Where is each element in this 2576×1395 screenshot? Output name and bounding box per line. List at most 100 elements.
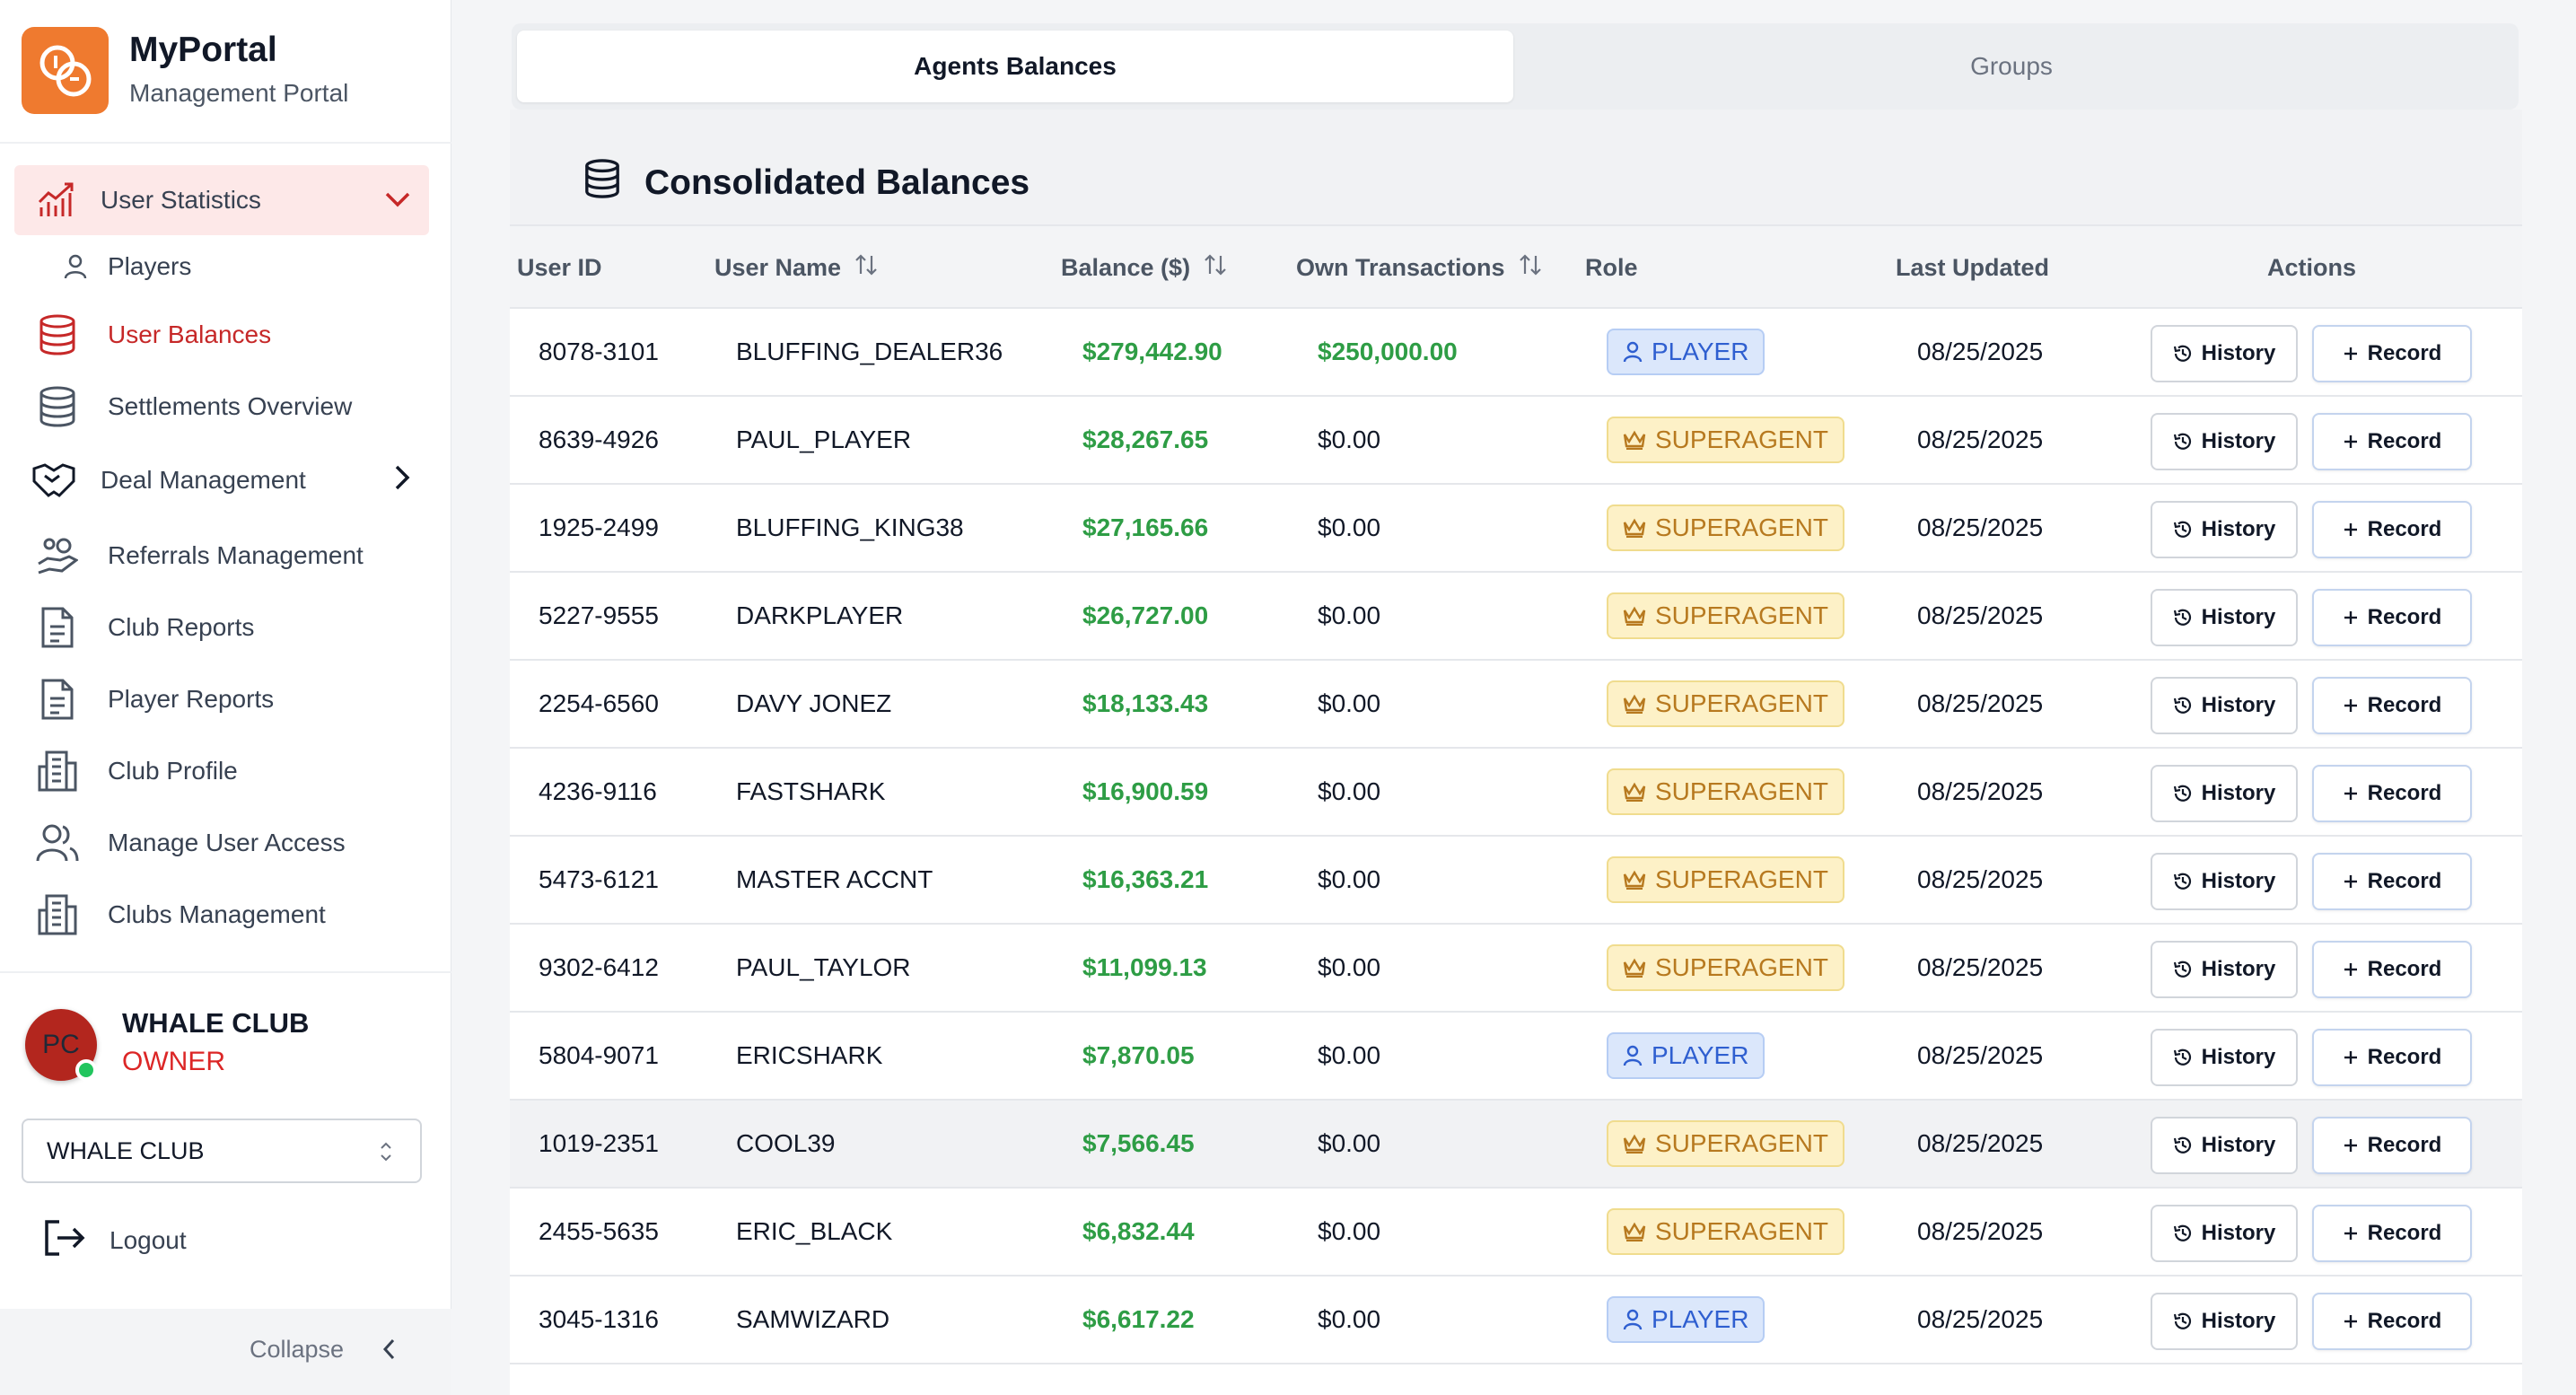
logout-button[interactable]: Logout: [43, 1214, 187, 1268]
cell-role: SUPERAGENT: [1607, 1189, 1844, 1275]
sort-icon[interactable]: [854, 252, 879, 284]
plus-icon: [2343, 434, 2359, 450]
sidebar-item-clubs-management[interactable]: Clubs Management: [14, 880, 429, 950]
history-button[interactable]: History: [2151, 1205, 2298, 1262]
history-button[interactable]: History: [2151, 413, 2298, 470]
history-button[interactable]: History: [2151, 589, 2298, 646]
cell-own-transactions: $0.00: [1318, 1129, 1381, 1157]
cell-last-updated: 08/25/2025: [1917, 1129, 2044, 1157]
collapse-label: Collapse: [250, 1336, 345, 1363]
cell-user-name: PAUL_TAYLOR: [736, 953, 911, 981]
record-button[interactable]: Record: [2312, 765, 2472, 822]
sidebar-item-label: User Balances: [108, 320, 272, 348]
role-label: SUPERAGENT: [1655, 777, 1828, 805]
column-last-updated: Last Updated: [1896, 253, 2050, 281]
role-label: SUPERAGENT: [1655, 601, 1828, 629]
cell-balance: $26,727.00: [1082, 601, 1209, 629]
sidebar-item-manage-user-access[interactable]: Manage User Access: [14, 808, 429, 878]
tab-agents-balances[interactable]: Agents Balances: [517, 31, 1513, 102]
history-button[interactable]: History: [2151, 501, 2298, 558]
sidebar-item-settlements-overview[interactable]: Settlements Overview: [14, 372, 429, 442]
sidebar-item-club-profile[interactable]: Club Profile: [14, 736, 429, 806]
sidebar-item-deal-management[interactable]: Deal Management: [14, 445, 429, 515]
history-button[interactable]: History: [2151, 765, 2298, 822]
history-label: History: [2201, 605, 2276, 629]
cell-user-name: BLUFFING_DEALER36: [736, 338, 1003, 365]
table-row: 2455-5635 ERIC_BLACK $6,832.44 $0.00 SUPERAG…: [510, 1189, 2522, 1277]
cell-user-id: 4236-9116: [539, 777, 657, 805]
avatar[interactable]: PC: [25, 1009, 97, 1081]
hand-coins-icon: [36, 534, 79, 577]
history-label: History: [2201, 517, 2276, 541]
logout-label: Logout: [110, 1226, 187, 1254]
club-name: WHALE CLUB: [122, 1007, 310, 1039]
history-button[interactable]: History: [2151, 325, 2298, 382]
card-title-text: Consolidated Balances: [644, 163, 1030, 202]
cell-last-updated: 08/25/2025: [1917, 513, 2044, 541]
history-label: History: [2201, 341, 2276, 365]
record-button[interactable]: Record: [2312, 589, 2472, 646]
database-icon: [36, 385, 79, 428]
record-button[interactable]: Record: [2312, 413, 2472, 470]
sidebar-item-user-balances[interactable]: User Balances: [14, 300, 429, 370]
history-button[interactable]: History: [2151, 1293, 2298, 1350]
tab-groups[interactable]: Groups: [1970, 52, 2053, 80]
online-status-dot: [75, 1059, 97, 1081]
cell-balance: $6,617.22: [1082, 1305, 1195, 1333]
balances-table: User ID User Name Balance ($) Own Transa…: [510, 224, 2522, 1395]
sidebar-item-player-reports[interactable]: Player Reports: [14, 664, 429, 734]
history-button[interactable]: History: [2151, 1117, 2298, 1174]
record-button[interactable]: Record: [2312, 941, 2472, 998]
user-role: OWNER: [122, 1047, 225, 1076]
balance-tabs: Agents Balances Groups: [512, 23, 2519, 110]
history-button[interactable]: History: [2151, 1029, 2298, 1086]
role-label: PLAYER: [1652, 1305, 1749, 1333]
crown-icon: [1623, 694, 1646, 714]
sidebar-item-club-reports[interactable]: Club Reports: [14, 592, 429, 662]
sidebar-item-referrals-management[interactable]: Referrals Management: [14, 521, 429, 591]
column-user-name[interactable]: User Name: [714, 226, 879, 309]
sidebar-item-players[interactable]: Players: [14, 232, 429, 302]
plus-icon: [2343, 1049, 2359, 1066]
cell-user-id: 5804-9071: [539, 1041, 659, 1069]
record-button[interactable]: Record: [2312, 1205, 2472, 1262]
record-button[interactable]: Record: [2312, 325, 2472, 382]
history-icon: [2173, 960, 2193, 979]
crown-icon: [1623, 1222, 1646, 1241]
sort-icon[interactable]: [1203, 252, 1228, 284]
record-button[interactable]: Record: [2312, 501, 2472, 558]
cell-user-name: DARKPLAYER: [736, 601, 904, 629]
column-balance[interactable]: Balance ($): [1061, 226, 1228, 309]
sidebar: MyPortal Management Portal User Statisti…: [0, 0, 451, 1395]
table-row: [510, 1364, 2522, 1395]
table-row: 9302-6412 PAUL_TAYLOR $11,099.13 $0.00 SUPER…: [510, 925, 2522, 1013]
cell-user-id: 8639-4926: [539, 426, 659, 453]
cell-own-transactions: $0.00: [1318, 1217, 1381, 1245]
history-button[interactable]: History: [2151, 941, 2298, 998]
crown-icon: [1623, 1134, 1646, 1154]
crown-icon: [1623, 958, 1646, 978]
cell-own-transactions: $0.00: [1318, 953, 1381, 981]
record-button[interactable]: Record: [2312, 853, 2472, 910]
history-label: History: [2201, 429, 2276, 453]
history-button[interactable]: History: [2151, 677, 2298, 734]
cell-own-transactions: $0.00: [1318, 513, 1381, 541]
sidebar-item-label: Players: [108, 252, 192, 280]
record-button[interactable]: Record: [2312, 1293, 2472, 1350]
record-button[interactable]: Record: [2312, 1117, 2472, 1174]
sidebar-item-user-statistics[interactable]: User Statistics: [14, 165, 429, 235]
chevron-up-down-icon: [379, 1138, 393, 1171]
sort-icon[interactable]: [1518, 252, 1543, 284]
table-row: 2254-6560 DAVY JONEZ $18,133.43 $0.00 SUPERA…: [510, 661, 2522, 749]
table-row: 5227-9555 DARKPLAYER $26,727.00 $0.00 SUPERA…: [510, 573, 2522, 661]
record-button[interactable]: Record: [2312, 677, 2472, 734]
collapse-sidebar-button[interactable]: Collapse: [0, 1309, 451, 1395]
sidebar-item-label: Referrals Management: [108, 541, 364, 569]
record-label: Record: [2367, 693, 2442, 717]
record-button[interactable]: Record: [2312, 1029, 2472, 1086]
history-button[interactable]: History: [2151, 853, 2298, 910]
document-icon: [36, 678, 79, 721]
column-own-transactions[interactable]: Own Transactions: [1296, 226, 1543, 309]
cell-role: SUPERAGENT: [1607, 749, 1844, 835]
club-select[interactable]: WHALE CLUB: [22, 1119, 422, 1183]
